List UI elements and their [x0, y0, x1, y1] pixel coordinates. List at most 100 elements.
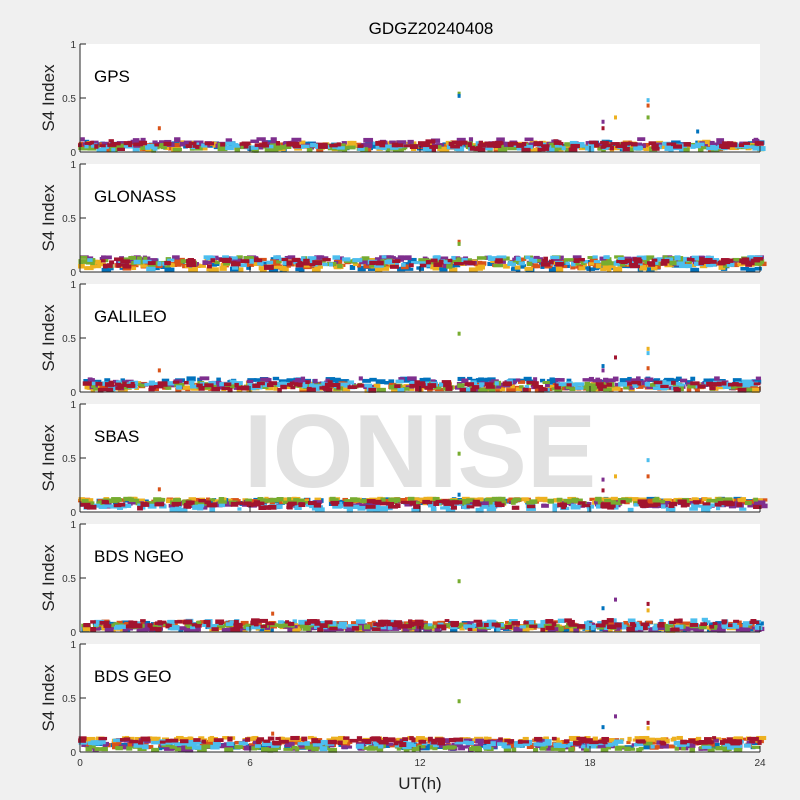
data-point	[165, 741, 175, 745]
data-point	[469, 384, 475, 389]
data-point	[273, 385, 279, 391]
spike-point	[646, 720, 650, 725]
data-point	[240, 620, 249, 626]
data-point	[277, 387, 282, 393]
y-tick-label: 0	[70, 388, 76, 399]
data-point	[230, 256, 238, 260]
data-point	[94, 144, 99, 149]
data-point	[431, 740, 437, 745]
data-point	[633, 145, 642, 151]
data-point	[525, 255, 531, 260]
data-point	[545, 383, 550, 388]
data-point	[225, 138, 233, 143]
data-point	[466, 498, 475, 503]
data-point	[146, 266, 156, 272]
data-point	[84, 144, 89, 149]
data-point	[623, 620, 629, 625]
data-point	[627, 382, 632, 386]
data-point	[573, 627, 579, 633]
data-point	[191, 623, 198, 627]
data-point	[756, 735, 767, 741]
data-point	[263, 739, 271, 743]
data-point	[211, 627, 219, 631]
data-point	[445, 385, 453, 391]
data-point	[102, 742, 108, 748]
data-point	[669, 261, 677, 266]
spike-point	[601, 364, 605, 369]
data-point	[204, 141, 215, 146]
data-point	[302, 384, 313, 389]
data-point	[380, 497, 386, 502]
data-point	[549, 377, 555, 382]
data-point	[299, 261, 310, 266]
data-point	[675, 622, 685, 627]
data-point	[392, 259, 401, 264]
data-point	[128, 255, 137, 260]
data-point	[717, 501, 728, 506]
data-point	[113, 503, 122, 508]
data-point	[690, 258, 695, 262]
data-point	[212, 741, 221, 746]
data-point	[312, 743, 323, 747]
data-point	[219, 382, 226, 387]
data-point	[341, 745, 348, 750]
data-point	[653, 624, 659, 628]
data-point	[539, 378, 546, 383]
data-point	[382, 625, 393, 631]
data-point	[592, 266, 600, 271]
data-point	[507, 262, 516, 266]
data-point	[262, 141, 268, 146]
data-point	[120, 259, 130, 264]
data-point	[233, 619, 239, 625]
data-point	[436, 624, 447, 629]
data-point	[341, 141, 347, 145]
data-point	[298, 619, 306, 625]
data-point	[337, 263, 343, 269]
data-point	[716, 138, 725, 144]
data-point	[506, 387, 516, 392]
data-point	[391, 142, 399, 148]
data-point	[731, 261, 738, 265]
data-point	[106, 263, 113, 268]
data-point	[605, 742, 614, 747]
data-point	[117, 383, 127, 387]
data-point	[203, 255, 213, 260]
data-point	[183, 380, 189, 385]
data-point	[707, 747, 715, 751]
data-point	[629, 622, 636, 627]
data-point	[161, 378, 170, 384]
data-point	[560, 502, 565, 507]
data-point	[520, 264, 526, 269]
data-point	[240, 385, 250, 391]
data-point	[623, 386, 630, 390]
data-point	[712, 736, 717, 740]
data-point	[585, 145, 591, 151]
data-point	[548, 266, 559, 272]
data-point	[743, 141, 751, 145]
data-point	[87, 145, 97, 151]
data-point	[347, 145, 356, 150]
data-point	[172, 147, 182, 152]
data-point	[594, 500, 599, 504]
data-point	[129, 498, 140, 503]
data-point	[377, 619, 384, 624]
data-point	[532, 258, 538, 264]
data-point	[130, 139, 138, 144]
data-point	[376, 622, 385, 627]
data-point	[402, 624, 413, 629]
data-point	[690, 381, 700, 386]
data-point	[712, 621, 718, 626]
data-point	[319, 746, 328, 752]
data-point	[355, 627, 365, 633]
data-point	[540, 262, 551, 267]
data-point	[609, 500, 617, 506]
data-point	[704, 737, 712, 743]
data-point	[428, 503, 436, 508]
data-point	[357, 266, 366, 272]
data-point	[606, 264, 616, 269]
data-point	[559, 745, 566, 751]
data-point	[511, 621, 520, 626]
spike-point	[646, 726, 650, 731]
data-point	[570, 262, 576, 267]
